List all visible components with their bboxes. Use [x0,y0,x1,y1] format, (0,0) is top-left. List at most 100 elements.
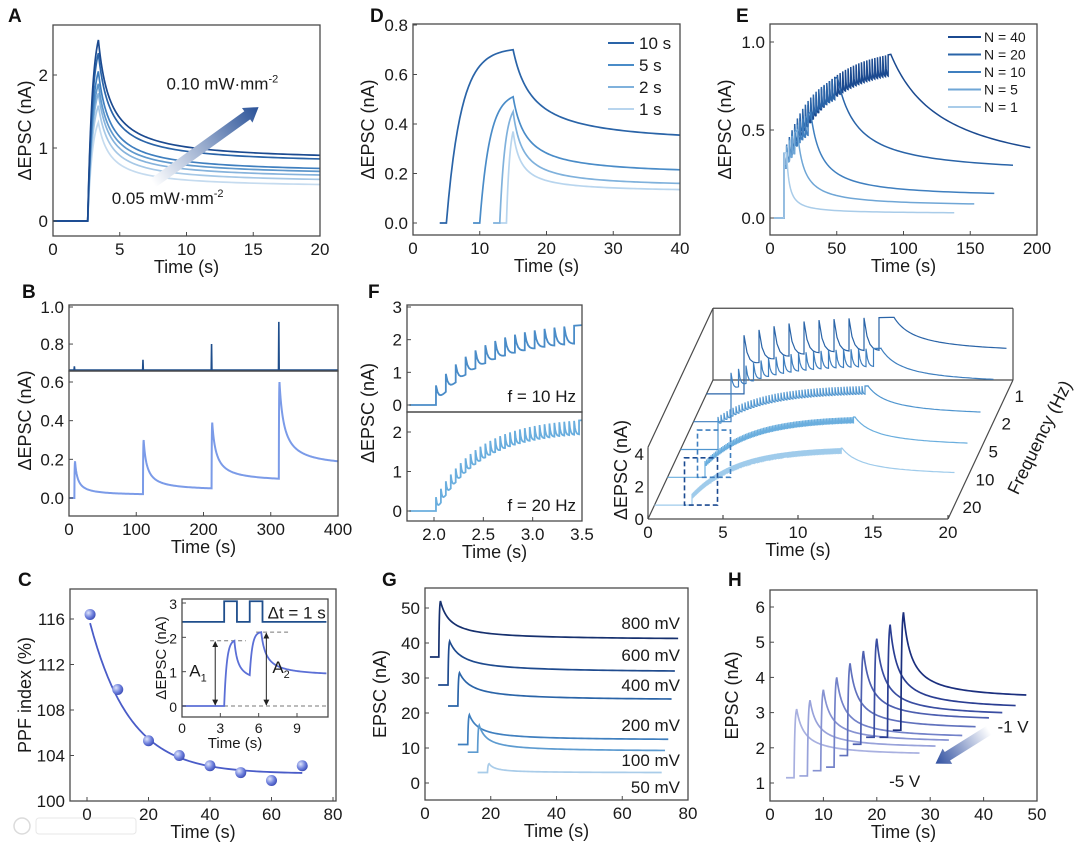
ppf-data-point [235,767,247,779]
x-tick-label: 150 [956,239,984,258]
y-tick-label: 4 [756,668,765,687]
y-tick-label: 0 [393,396,402,415]
legend-label: N = 20 [984,47,1026,63]
panel-letter: C [18,570,32,591]
amplitude-label: A2 [272,658,289,681]
x-tick-label: 40 [201,805,220,824]
plot-frame [181,598,329,718]
y-tick-label: 1 [393,463,402,482]
amplitude-label-subscript: 1 [201,673,207,685]
y-tick-label: 0.0 [741,209,765,228]
y-tick-label: 0.8 [384,16,408,35]
x-tick-label: 80 [324,805,343,824]
epsc-train-curve [409,324,582,406]
frequency-trace [654,447,955,506]
x-tick-label: 0 [643,523,652,542]
watermark-text-mark [35,817,137,835]
epsc-curve [429,600,679,658]
x-tick-label: 30 [604,239,623,258]
panel-letter: F [368,282,380,303]
y-tick-label: 100 [37,792,65,811]
epsc-train-curve [774,128,975,219]
y-axis-label: EPSC (nA) [722,651,742,739]
panel-d: D 0 10 20 30 40 0.0 0.2 0.4 0.6 0.8 ΔEPSC (nA) Time … [358,6,689,276]
y-axis-label: ΔEPSC (nA) [611,420,631,520]
x-tick-label: 3.5 [570,525,594,544]
intensity-arrow [150,107,259,188]
stimulus-pulse-trace [182,600,327,623]
voltage-arrow [935,725,992,764]
epsc-curve [467,722,665,754]
y-tick-label: 0 [411,774,420,793]
panel-f-traces: F 0 1 2 3 f = 10 Hz 0 1 2 f = 20 Hz 2.0 2.5 3.0 3.5 ΔE… [358,282,594,562]
y-tick-label: 0.8 [40,335,64,354]
x-tick-label: 20 [481,804,500,823]
y-tick-label: 20 [401,704,420,723]
x-tick-label: 0 [420,804,429,823]
x-tick-label: 0 [765,239,774,258]
panel-letter: D [370,6,384,27]
series-group [774,53,1031,219]
watermark-logo [13,817,137,835]
x-tick-label: 60 [262,805,281,824]
x-tick-label: 0 [765,805,774,824]
x-axis-label: Time (s) [170,822,235,842]
x-tick-label: 200 [189,520,217,539]
plot-frame [69,588,337,802]
stimulus-trace [69,321,338,371]
legend-label: 2 s [639,78,662,97]
epsc-curve [53,105,320,222]
voltage-label: 200 mV [621,716,680,735]
frequency-tick-label: 5 [989,443,998,462]
frequency-tick-label: 20 [963,498,982,517]
z-tick-label: 4 [635,445,644,464]
epsc-curve [879,624,1016,739]
panel-letter: E [736,6,749,27]
epsc-curve [457,712,669,746]
x-tick-label: 40 [974,805,993,824]
x-tick-label: 100 [889,239,917,258]
panel-letter: B [22,282,36,303]
epsc-curve [53,39,320,222]
annotation-superscript: -2 [268,74,278,86]
y-tick-label: 3 [756,704,765,723]
frequency-tick-label: 10 [976,470,995,489]
y-axis-label: EPSC (nA) [370,650,390,738]
label-low-intensity: 0.05 mW·mm-2 [112,188,224,208]
ppf-data-point [143,735,154,747]
frequency-label: f = 10 Hz [507,387,576,406]
x-tick-label: 3.0 [521,525,545,544]
inset-background [182,599,328,717]
x-tick-label: 400 [324,520,352,539]
ppf-data-point [296,760,308,772]
y-axis-label: ΔEPSC (nA) [715,79,735,179]
y-axis-label: ΔEPSC (nA) [15,80,35,180]
epsc-curve [53,71,320,222]
frequency-tick-label: 2 [1002,415,1011,434]
voltage-label: 50 mV [631,778,681,797]
x-tick-label: 15 [244,240,263,259]
x-axis-label: Time (s) [171,537,236,557]
side-wall-top [647,308,714,448]
delta-t-label: Δt = 1 s [268,603,326,622]
x-tick-label: 0 [178,720,186,736]
y-tick-label: 1 [39,139,48,158]
x-tick-label: 10 [177,240,196,259]
panel-e: E 0 50 100 150 200 0.0 0.5 1.0 ΔEPSC (nA) Time (s)… [715,6,1051,276]
frequency-trace [693,347,994,423]
x-axis-label: Time (s) [871,256,936,276]
x-tick-label: 60 [613,804,632,823]
x-tick-label: 100 [122,520,150,539]
annotation-superscript: -2 [214,188,224,200]
x-tick-label: 20 [537,239,556,258]
epsc-curve [477,762,662,774]
epsc-curve [892,612,1027,732]
epsc-train-curve [774,76,1014,219]
y-axis-label: PPF index (%) [15,637,35,753]
voltage-label: 400 mV [621,676,680,695]
legend-label: N = 5 [984,82,1018,98]
ppf-data-point [173,750,185,761]
panel-letter: H [728,570,742,591]
